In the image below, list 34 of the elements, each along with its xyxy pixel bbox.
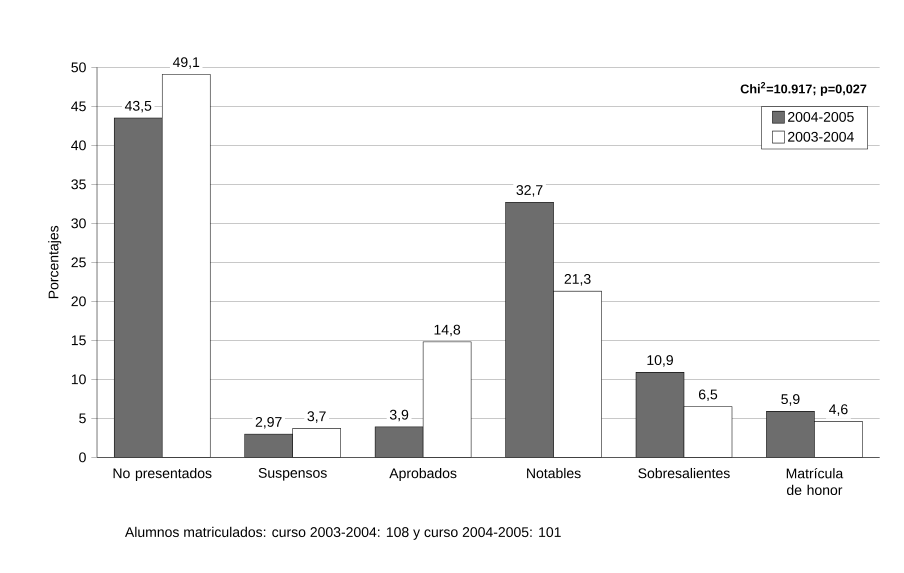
x-tick-label: No presentados [114,468,212,481]
data-label: 4,6 [829,404,848,416]
y-tick-label: 30 [71,218,86,228]
text: Alumnos matriculados: curso 2003-2004: 108 y curso 2004-2005: 101 [124,526,561,540]
data-label: 5,9 [781,394,800,406]
data-label: 32,7 [516,184,542,197]
x-tick-label: Suspensos [258,468,327,480]
data-label: 49,1 [172,57,200,69]
x-tick-label: Sobresalientes [638,468,730,478]
data-label: 3,9 [390,410,408,422]
data-label: 21,3 [564,274,591,286]
x-tick-label: Aprobados [389,468,456,481]
y-tick-label: 10 [72,374,86,384]
data-label: 14,8 [434,324,460,336]
y-tick-label: 25 [72,257,86,268]
legend-label: 2004-2005 [788,112,854,122]
y-axis-title: Porcentajes [48,226,62,298]
data-label: 10,9 [647,354,673,367]
annotation: Chi$^{2}$=10.917; p=0,027 [740,82,866,96]
y-tick-label: 50 [71,62,86,72]
data-label: 3,7 [307,411,326,423]
y-tick-label: 40 [71,140,86,150]
y-tick-label: 45 [71,101,86,112]
data-label: 43,5 [124,100,152,112]
y-tick-label: 15 [72,335,86,346]
x-tick-label: Notables [527,468,581,478]
data-label: 6,5 [698,389,718,401]
y-tick-label: 35 [71,179,86,190]
y-tick-label: 5 [79,413,86,424]
x-tick-label: Matrícula de honor [786,468,844,495]
legend-label: 2003-2004 [788,132,854,142]
y-tick-label: 20 [72,296,86,306]
data-label: 2,97 [256,416,282,428]
y-tick-label: 0 [79,452,86,462]
